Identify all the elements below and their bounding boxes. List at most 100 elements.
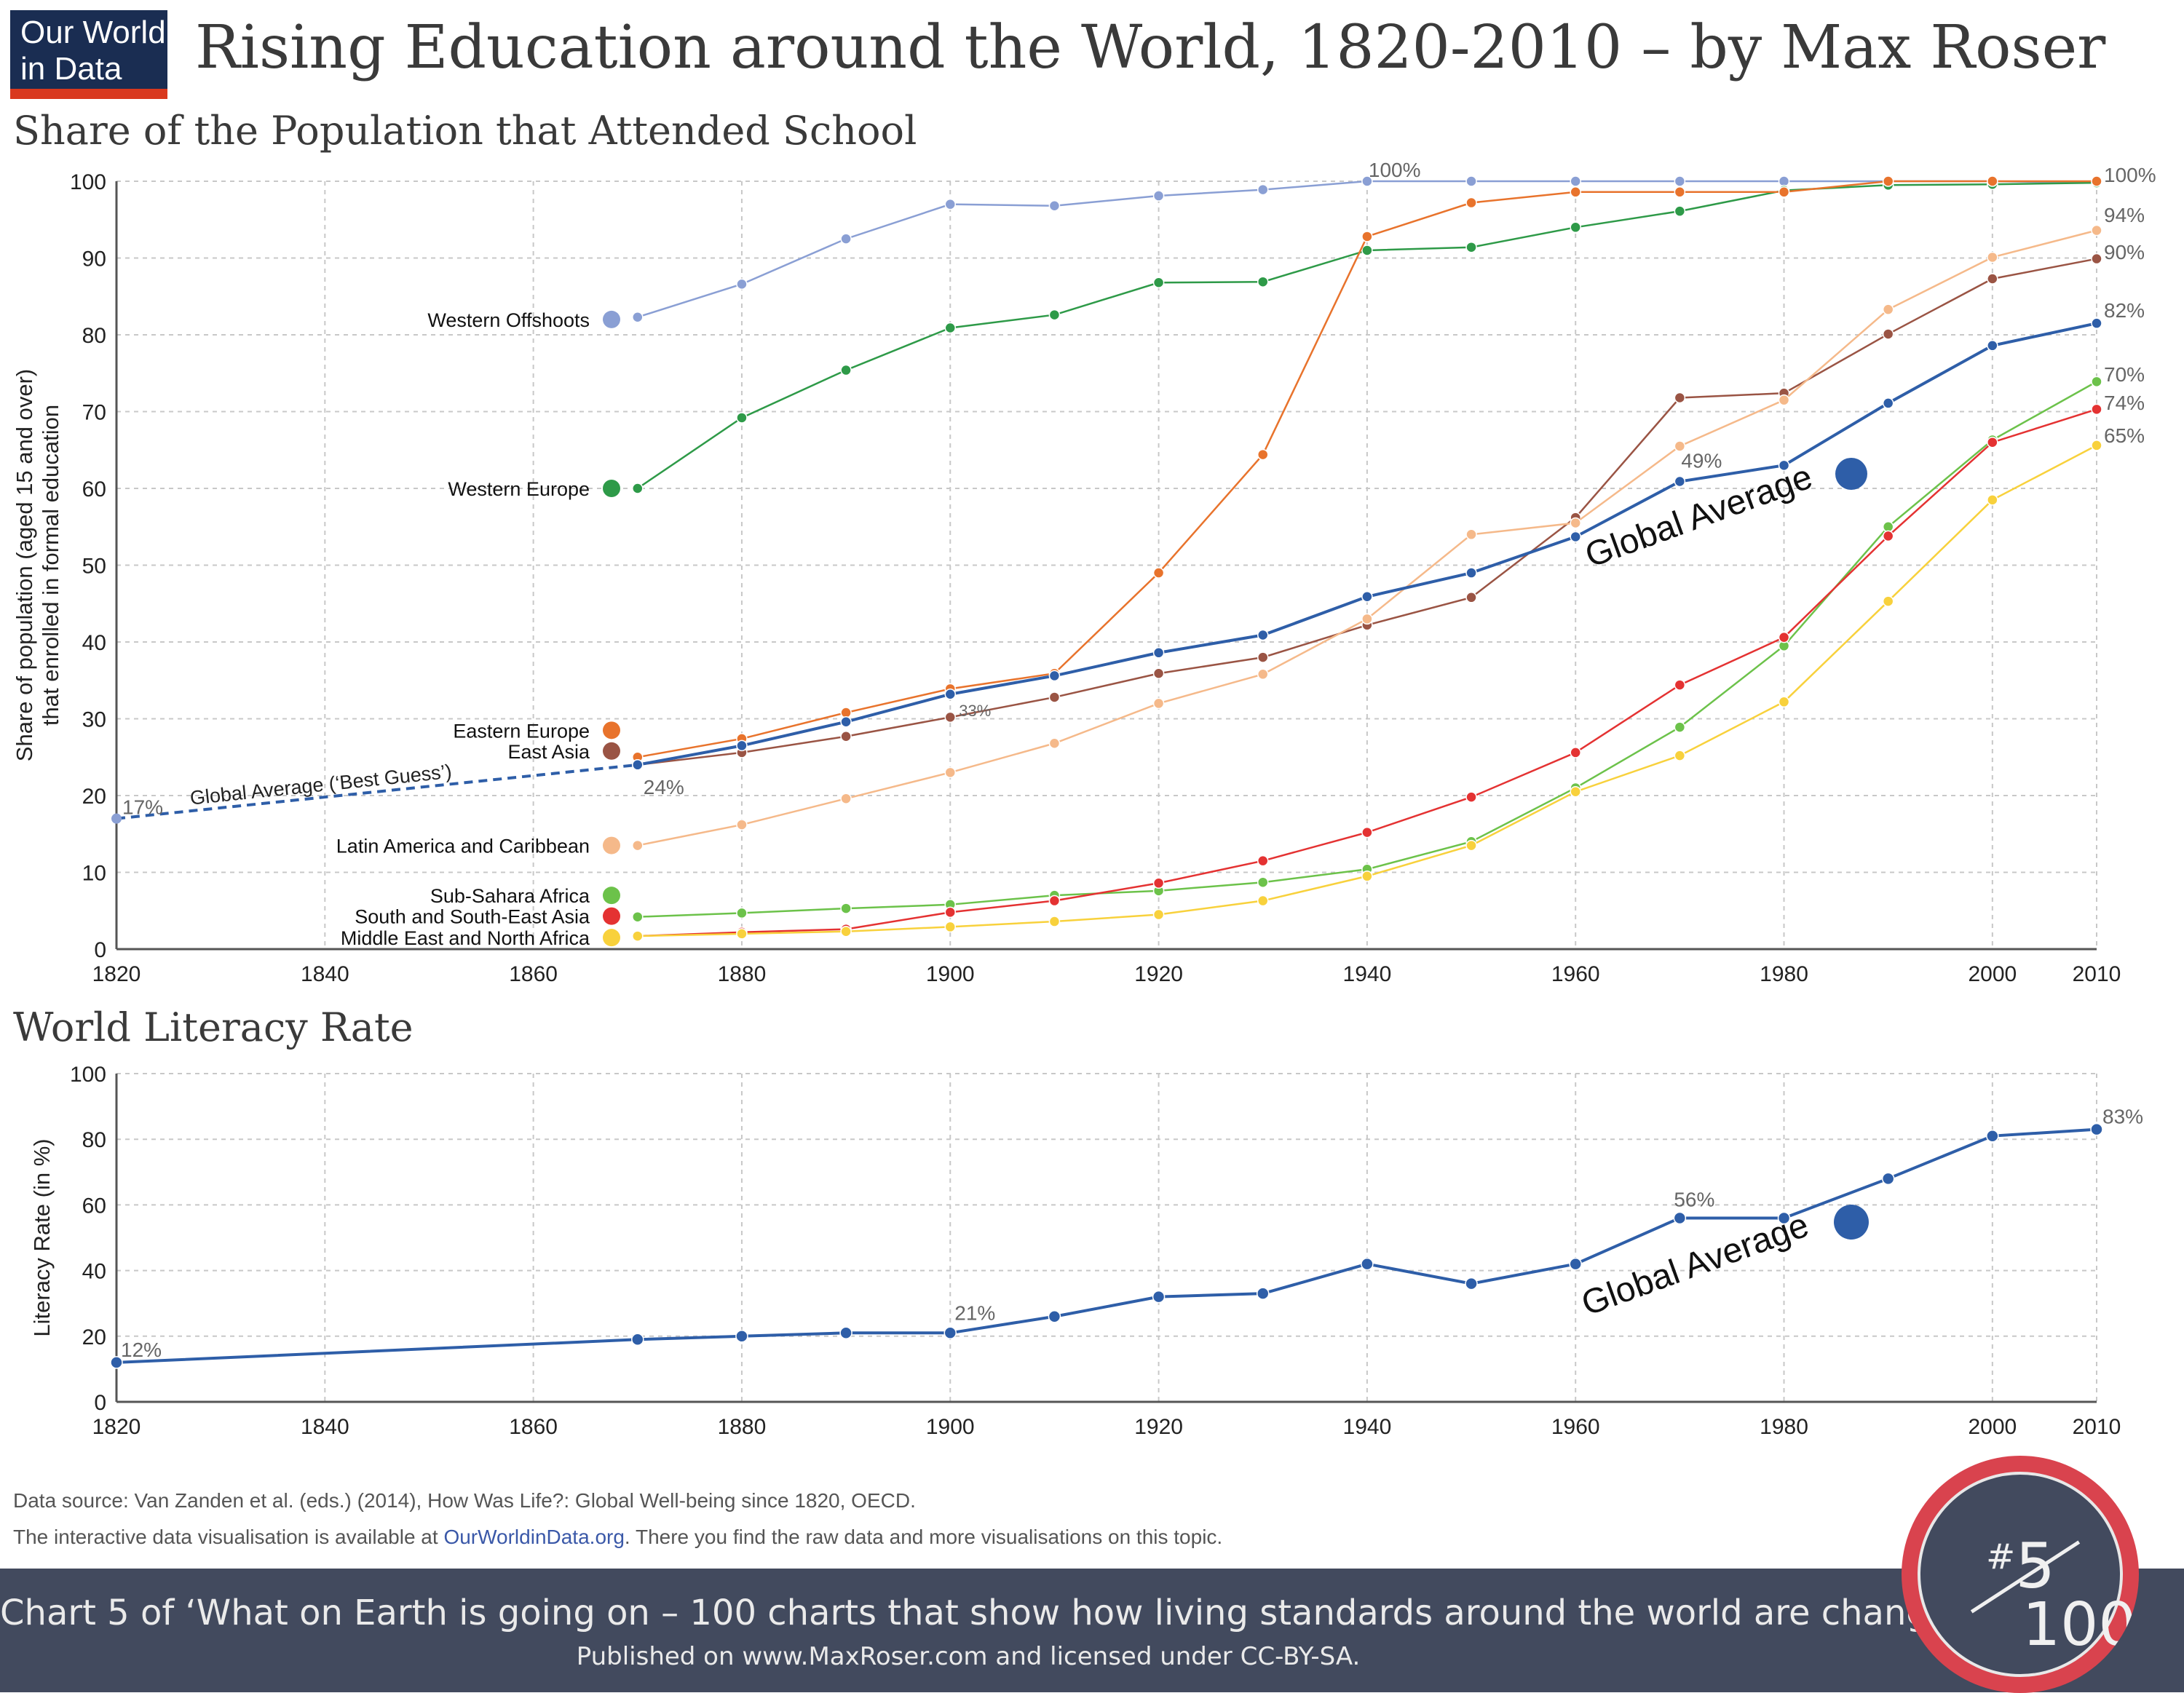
c2-annotation-21: 21% bbox=[954, 1301, 995, 1324]
c2-point-global-1910 bbox=[1048, 1309, 1061, 1323]
c1-point-eastern-europe-1920 bbox=[1152, 567, 1165, 579]
c1-point-eastern-europe-1930 bbox=[1257, 448, 1269, 461]
c1-point-global-2000 bbox=[1987, 340, 1998, 352]
c1-legend-marker-mena bbox=[603, 929, 620, 947]
c1-xtick-1860: 1860 bbox=[509, 962, 558, 986]
c2-xtick-1820: 1820 bbox=[92, 1415, 141, 1439]
c1-xtick-1840: 1840 bbox=[301, 962, 349, 986]
c1-point-latin-america-2010 bbox=[2091, 224, 2102, 237]
c1-point-sub-saharan-africa-2010 bbox=[2091, 376, 2102, 388]
c1-ytick-0: 0 bbox=[94, 938, 106, 962]
interactive-note-pre: The interactive data visualisation is av… bbox=[13, 1526, 444, 1548]
c1-point-latin-america-1920 bbox=[1152, 697, 1165, 710]
c1-point-south-se-asia-1900 bbox=[944, 906, 957, 919]
c1-point-eastern-europe-1990 bbox=[1882, 175, 1894, 187]
data-source-note: Data source: Van Zanden et al. (eds.) (2… bbox=[13, 1489, 916, 1512]
c2-xtick-1940: 1940 bbox=[1343, 1415, 1392, 1439]
c1-point-mena-1980 bbox=[1778, 696, 1790, 708]
c1-legend-marker-sub-saharan-africa bbox=[603, 887, 620, 905]
c1-point-mena-1960 bbox=[1570, 785, 1581, 798]
c1-point-global-1990 bbox=[1882, 397, 1894, 409]
c2-annotation-83: 83% bbox=[2102, 1106, 2143, 1128]
c1-end-label-3: 82% bbox=[2104, 299, 2145, 322]
c1-point-mena-1990 bbox=[1882, 595, 1894, 607]
c1-point-east-asia-1970 bbox=[1674, 392, 1686, 404]
c2-ytick-0: 0 bbox=[94, 1391, 106, 1415]
c1-point-sub-saharan-africa-1930 bbox=[1257, 876, 1269, 888]
c1-point-latin-america-1950 bbox=[1465, 528, 1477, 541]
c1-point-global-1910 bbox=[1048, 670, 1061, 682]
c1-point-south-se-asia-1920 bbox=[1152, 877, 1165, 889]
c2-ytick-20: 20 bbox=[82, 1325, 106, 1349]
c1-legend-label-mena: Middle East and North Africa bbox=[341, 927, 590, 949]
c1-legend-label-latin-america: Latin America and Caribbean bbox=[336, 836, 590, 857]
c1-point-east-asia-1890 bbox=[840, 731, 852, 742]
c2-point-global-1890 bbox=[839, 1326, 852, 1340]
c1-point-western-offshoots-1940 bbox=[1361, 175, 1373, 187]
c1-annotation-17: 17% bbox=[122, 796, 163, 819]
c1-legend-label-eastern-europe: Eastern Europe bbox=[453, 720, 590, 742]
chart-number-badge: #5 100 bbox=[1902, 1456, 2139, 1693]
c1-xtick-1920: 1920 bbox=[1134, 962, 1183, 986]
c2-ytick-80: 80 bbox=[82, 1128, 106, 1152]
c1-point-south-se-asia-1970 bbox=[1674, 679, 1686, 691]
c2-ytick-40: 40 bbox=[82, 1260, 106, 1284]
c1-point-western-europe-1870 bbox=[632, 483, 644, 494]
c1-point-eastern-europe-1940 bbox=[1361, 231, 1373, 242]
c1-point-sub-saharan-africa-1880 bbox=[736, 907, 748, 919]
c1-point-latin-america-1970 bbox=[1674, 440, 1686, 452]
c2-point-global-1940 bbox=[1361, 1257, 1374, 1271]
c1-point-western-offshoots-1880 bbox=[736, 278, 748, 290]
c1-xtick-2010: 2010 bbox=[2073, 962, 2121, 986]
c1-point-western-europe-1900 bbox=[944, 322, 957, 334]
c1-legend-marker-western-offshoots bbox=[603, 310, 620, 328]
c1-point-latin-america-1990 bbox=[1882, 304, 1894, 315]
badge-inner-circle: #5 100 bbox=[1918, 1472, 2137, 1677]
c1-ytick-100: 100 bbox=[70, 170, 106, 194]
c1-legend-marker-latin-america bbox=[603, 836, 620, 855]
c1-ytick-40: 40 bbox=[82, 631, 106, 655]
c1-end-label-2: 90% bbox=[2104, 241, 2145, 263]
c1-point-south-se-asia-1960 bbox=[1570, 747, 1581, 758]
c1-xtick-1980: 1980 bbox=[1760, 962, 1808, 986]
logo-line1: Our World bbox=[20, 15, 166, 50]
c2-point-global-1950 bbox=[1465, 1277, 1478, 1290]
badge-total: 100 bbox=[2022, 1590, 2137, 1660]
c1-point-east-asia-1900 bbox=[944, 711, 957, 723]
c1-point-latin-america-1930 bbox=[1257, 668, 1269, 681]
c1-point-east-asia-1990 bbox=[1882, 328, 1894, 340]
c1-point-mena-1950 bbox=[1465, 839, 1477, 852]
c1-point-western-europe-1880 bbox=[736, 412, 748, 424]
footer-license-note: Published on www.MaxRoser.com and licens… bbox=[576, 1642, 1361, 1671]
c1-legend-marker-eastern-europe bbox=[603, 721, 620, 740]
c1-point-south-se-asia-2010 bbox=[2091, 403, 2102, 416]
c1-legend-marker-south-se-asia bbox=[603, 907, 620, 925]
c1-point-global-1900 bbox=[944, 688, 957, 700]
c1-point-east-asia-1910 bbox=[1048, 691, 1061, 703]
c1-point-eastern-europe-2000 bbox=[1987, 175, 1998, 187]
c1-point-eastern-europe-2010 bbox=[2091, 175, 2102, 187]
c1-point-western-offshoots-1900 bbox=[944, 198, 957, 210]
c1-ytick-10: 10 bbox=[82, 862, 106, 886]
c1-point-mena-1970 bbox=[1674, 750, 1686, 761]
c1-xtick-1960: 1960 bbox=[1551, 962, 1600, 986]
owid-logo: Our World in Data bbox=[10, 10, 167, 99]
c2-global-average-label: Global Average bbox=[1577, 1206, 1814, 1324]
c1-point-western-europe-1940 bbox=[1361, 245, 1373, 256]
owid-link[interactable]: OurWorldinData.org bbox=[443, 1526, 625, 1548]
c1-point-western-offshoots-1930 bbox=[1257, 183, 1269, 196]
c1-point-latin-america-1890 bbox=[840, 793, 852, 804]
chart1-title: Share of the Population that Attended Sc… bbox=[13, 108, 917, 154]
c1-point-east-asia-1930 bbox=[1257, 651, 1269, 663]
c1-point-western-europe-1930 bbox=[1257, 276, 1269, 288]
c2-xtick-1960: 1960 bbox=[1551, 1415, 1600, 1439]
c1-point-south-se-asia-1910 bbox=[1048, 895, 1061, 907]
c1-end-label-4: 70% bbox=[2104, 363, 2145, 386]
c2-xtick-1860: 1860 bbox=[509, 1415, 558, 1439]
c1-ytick-50: 50 bbox=[82, 555, 106, 579]
c1-point-eastern-europe-1980 bbox=[1778, 186, 1790, 198]
c1-annotation-49: 49% bbox=[1681, 449, 1722, 472]
c1-annotation-100: 100% bbox=[1369, 159, 1421, 181]
c1-point-latin-america-2000 bbox=[1987, 251, 1998, 263]
c1-point-latin-america-1900 bbox=[944, 766, 957, 779]
